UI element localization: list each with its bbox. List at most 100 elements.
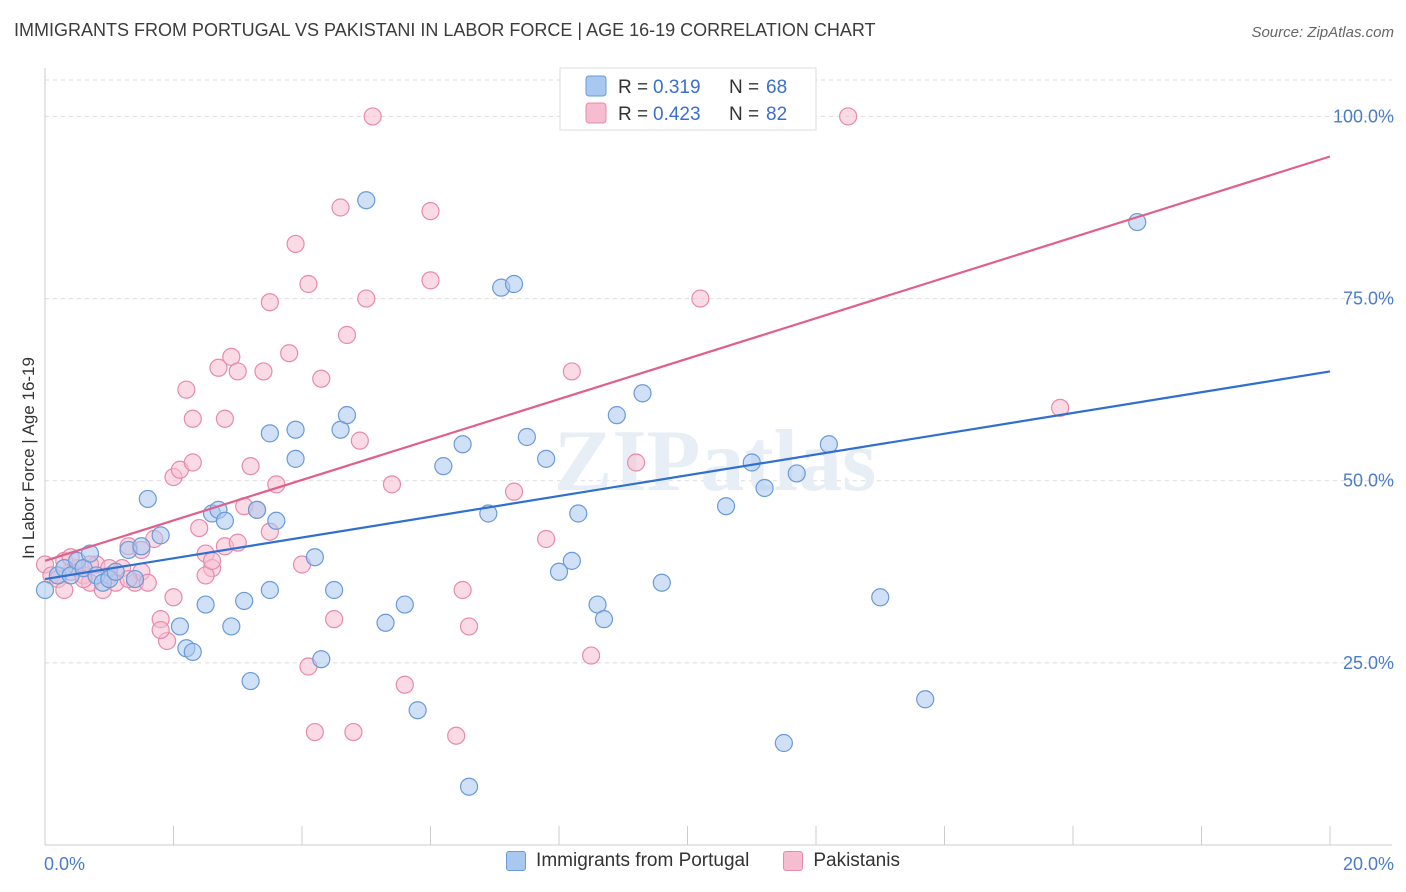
portugal-point — [286, 449, 305, 468]
legend-n-label: N = — [729, 104, 759, 125]
series-legend: Immigrants from Portugal Pakistanis — [0, 850, 1406, 872]
portugal-point — [537, 449, 556, 468]
portugal-point — [716, 497, 736, 516]
legend-r-pink: 0.423 — [653, 104, 701, 125]
y-axis-title: In Labor Force | Age 16-19 — [19, 357, 38, 559]
portugal-point — [183, 642, 202, 662]
pakistanis-point — [382, 475, 402, 494]
pakistanis-point — [344, 722, 363, 742]
portugal-point — [80, 544, 100, 563]
pakistanis-point — [504, 482, 524, 501]
portugal-point — [633, 384, 652, 403]
portugal-point — [569, 504, 588, 523]
portugal-point — [504, 274, 524, 294]
portugal-trend-line — [44, 370, 1331, 581]
pakistanis-point — [164, 588, 183, 607]
portugal-point — [408, 701, 427, 720]
legend-swatch-portugal — [506, 851, 527, 871]
y-tick-label: 75.0% — [1343, 289, 1394, 309]
portugal-point — [376, 613, 395, 632]
pakistanis-point — [215, 409, 234, 428]
portugal-point — [916, 690, 935, 709]
chart-title: IMMIGRANTS FROM PORTUGAL VS PAKISTANI IN… — [14, 20, 876, 40]
pakistanis-point — [286, 234, 305, 254]
portugal-point — [395, 595, 414, 614]
correlation-legend: R = 0.319 N = 68 R = 0.423 N = 82 — [559, 67, 817, 131]
portugal-point — [774, 733, 793, 753]
pakistanis-point — [350, 431, 369, 450]
pakistanis-point — [395, 675, 414, 694]
legend-label-portugal: Immigrants from Portugal — [536, 850, 750, 871]
pakistanis-point — [190, 518, 209, 538]
legend-label-pakistanis: Pakistanis — [813, 850, 900, 871]
legend-n-pink: 82 — [766, 104, 787, 125]
pakistanis-point — [241, 457, 260, 476]
portugal-point — [312, 650, 331, 669]
portugal-point — [151, 526, 170, 545]
portugal-point — [125, 569, 145, 589]
pakistanis-point — [151, 620, 170, 640]
pakistanis-point — [447, 726, 466, 745]
axes — [44, 68, 1392, 846]
portugal-point — [235, 591, 254, 611]
legend-item-pakistanis: Pakistanis — [783, 850, 900, 872]
portugal-point — [267, 511, 286, 530]
portugal-point — [247, 500, 267, 519]
portugal-point — [755, 478, 774, 498]
tick-labels: 25.0% 50.0% 75.0% 100.0% 0.0% 20.0% — [44, 106, 1394, 874]
pakistanis-point — [562, 362, 581, 381]
portugal-point — [337, 406, 357, 425]
watermark: ZIPatlas — [554, 413, 877, 510]
legend-r-blue: 0.319 — [653, 77, 701, 98]
pakistanis-point — [537, 529, 556, 549]
portugal-point — [222, 617, 241, 636]
pakistanis-point — [299, 274, 318, 294]
legend-item-portugal: Immigrants from Portugal — [506, 850, 749, 872]
portugal-point — [742, 453, 761, 472]
pakistanis-point — [312, 369, 331, 388]
pakistanis-point — [421, 271, 440, 290]
portugal-point — [607, 406, 626, 425]
y-tick-label: 25.0% — [1343, 653, 1394, 673]
portugal-point — [459, 777, 479, 796]
portugal-points — [35, 107, 1147, 796]
legend-r-label: R = — [618, 77, 648, 98]
portugal-point — [138, 489, 157, 509]
portugal-point — [35, 580, 55, 600]
pakistanis-point — [839, 107, 858, 126]
pakistanis-point — [177, 380, 196, 399]
pakistanis-point — [691, 289, 710, 308]
pakistanis-point — [453, 580, 472, 600]
portugal-point — [286, 420, 305, 439]
legend-swatch-pakistanis — [783, 851, 804, 871]
portugal-point — [549, 562, 569, 581]
portugal-point — [357, 191, 376, 210]
portugal-point — [260, 424, 279, 443]
portugal-point — [434, 457, 453, 476]
portugal-point — [215, 511, 234, 530]
portugal-point — [652, 573, 671, 592]
pakistanis-point — [280, 344, 299, 363]
pakistanis-point — [1051, 398, 1070, 417]
legend-swatch-blue — [585, 75, 607, 97]
y-tick-label: 50.0% — [1343, 471, 1394, 491]
pakistanis-point — [421, 202, 440, 221]
pakistanis-point — [209, 358, 228, 377]
portugal-point — [260, 580, 279, 600]
legend-r-label: R = — [618, 104, 648, 125]
portugal-point — [479, 504, 498, 523]
portugal-point — [453, 435, 472, 454]
portugal-point — [594, 610, 614, 629]
portugal-point — [517, 427, 536, 447]
pakistanis-point — [357, 289, 376, 308]
pakistanis-trend-line — [44, 155, 1331, 562]
portugal-point — [241, 671, 260, 691]
portugal-point — [196, 595, 215, 614]
pakistanis-point — [459, 617, 479, 636]
portugal-point — [325, 580, 344, 600]
x-tick-label: 20.0% — [1343, 854, 1394, 874]
pakistanis-point — [202, 551, 222, 570]
pakistanis-point — [254, 362, 273, 381]
y-tick-label: 100.0% — [1333, 106, 1394, 126]
pakistanis-point — [183, 409, 202, 428]
